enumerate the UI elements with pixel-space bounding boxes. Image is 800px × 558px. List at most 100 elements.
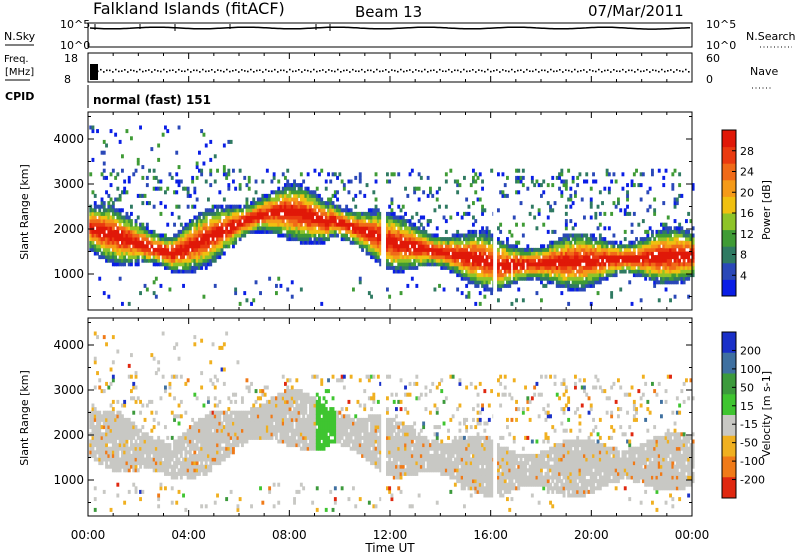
range-time-cell bbox=[112, 411, 115, 415]
range-time-cell bbox=[542, 190, 545, 194]
freq-point bbox=[439, 69, 441, 71]
range-time-cell bbox=[486, 259, 489, 263]
range-time-cell bbox=[619, 241, 622, 245]
range-time-cell bbox=[203, 133, 206, 137]
range-time-cell bbox=[175, 454, 178, 458]
range-time-cell bbox=[182, 284, 185, 288]
range-time-cell bbox=[427, 194, 430, 198]
range-time-cell bbox=[622, 172, 625, 176]
range-time-cell bbox=[517, 169, 520, 173]
range-time-cell bbox=[157, 368, 160, 372]
range-time-cell bbox=[563, 273, 566, 277]
range-time-cell bbox=[459, 237, 462, 241]
freq-label-2: [MHz] bbox=[5, 67, 34, 78]
range-time-cell bbox=[173, 396, 176, 400]
range-time-cell bbox=[576, 183, 579, 187]
range-time-cell bbox=[94, 357, 97, 361]
range-time-cell bbox=[576, 284, 579, 288]
range-time-cell bbox=[631, 230, 634, 234]
range-time-cell bbox=[94, 208, 97, 212]
range-time-cell bbox=[626, 205, 629, 209]
range-time-cell bbox=[237, 360, 240, 364]
range-time-cell bbox=[130, 440, 133, 444]
range-time-cell bbox=[572, 180, 575, 184]
range-time-cell bbox=[653, 198, 656, 202]
range-time-cell bbox=[232, 450, 235, 454]
range-time-cell bbox=[141, 165, 144, 169]
range-time-cell bbox=[234, 393, 237, 397]
range-time-cell bbox=[486, 226, 489, 230]
range-time-cell bbox=[499, 223, 502, 227]
range-time-cell bbox=[391, 208, 394, 212]
range-time-cell bbox=[128, 180, 131, 184]
range-time-cell bbox=[178, 422, 181, 426]
range-time-cell bbox=[415, 266, 418, 270]
freq-point bbox=[196, 70, 198, 72]
range-time-cell bbox=[214, 396, 217, 400]
range-time-cell bbox=[531, 205, 534, 209]
range-time-cell bbox=[248, 389, 251, 393]
range-time-cell bbox=[667, 216, 670, 220]
range-time-cell bbox=[171, 244, 174, 248]
range-time-cell bbox=[633, 252, 636, 256]
range-time-cell bbox=[431, 194, 434, 198]
range-time-cell bbox=[300, 172, 303, 176]
range-time-cell bbox=[397, 172, 400, 176]
freq-point bbox=[493, 70, 495, 72]
range-time-cell bbox=[214, 180, 217, 184]
range-time-cell bbox=[92, 158, 95, 162]
range-time-cell bbox=[237, 504, 240, 508]
range-time-cell bbox=[397, 205, 400, 209]
range-time-cell bbox=[554, 262, 557, 266]
range-time-cell bbox=[171, 411, 174, 415]
range-time-cell bbox=[255, 280, 258, 284]
range-time-cell bbox=[137, 468, 140, 472]
range-time-cell bbox=[608, 172, 611, 176]
range-time-cell bbox=[123, 404, 126, 408]
range-time-cell bbox=[271, 180, 274, 184]
range-time-cell bbox=[137, 262, 140, 266]
range-time-cell bbox=[411, 216, 414, 220]
range-time-cell bbox=[327, 237, 330, 241]
range-time-cell bbox=[338, 205, 341, 209]
range-time-cell bbox=[139, 291, 142, 295]
range-time-cell bbox=[166, 248, 169, 252]
freq-point bbox=[199, 71, 201, 73]
range-time-cell bbox=[506, 259, 509, 263]
freq-point bbox=[658, 71, 660, 73]
range-time-cell bbox=[164, 425, 167, 429]
range-time-cell bbox=[665, 223, 668, 227]
range-time-cell bbox=[646, 230, 649, 234]
freq-top-tick: 18 bbox=[64, 52, 78, 65]
range-time-cell bbox=[658, 169, 661, 173]
freq-point bbox=[148, 69, 150, 71]
range-time-cell bbox=[137, 432, 140, 436]
freq-point bbox=[607, 69, 609, 71]
range-time-cell bbox=[628, 212, 631, 216]
range-time-cell bbox=[649, 226, 652, 230]
range-time-cell bbox=[470, 183, 473, 187]
range-time-cell bbox=[314, 226, 317, 230]
range-time-cell bbox=[628, 280, 631, 284]
range-time-cell bbox=[193, 187, 196, 191]
range-time-cell bbox=[536, 180, 539, 184]
range-time-cell bbox=[459, 183, 462, 187]
range-time-cell bbox=[98, 378, 101, 382]
range-time-cell bbox=[141, 454, 144, 458]
range-time-cell bbox=[608, 226, 611, 230]
range-time-cell bbox=[132, 483, 135, 487]
range-time-cell bbox=[536, 226, 539, 230]
range-time-cell bbox=[164, 190, 167, 194]
range-time-cell bbox=[603, 212, 606, 216]
nsky-top-tick: 10^5 bbox=[60, 18, 90, 31]
range-time-cell bbox=[178, 357, 181, 361]
range-time-cell bbox=[153, 237, 156, 241]
range-time-cell bbox=[225, 226, 228, 230]
range-time-cell bbox=[128, 216, 131, 220]
range-time-cell bbox=[533, 259, 536, 263]
range-time-cell bbox=[363, 230, 366, 234]
range-time-cell bbox=[348, 190, 351, 194]
range-time-cell bbox=[334, 219, 337, 223]
range-time-cell bbox=[135, 486, 138, 490]
range-time-cell bbox=[110, 198, 113, 202]
